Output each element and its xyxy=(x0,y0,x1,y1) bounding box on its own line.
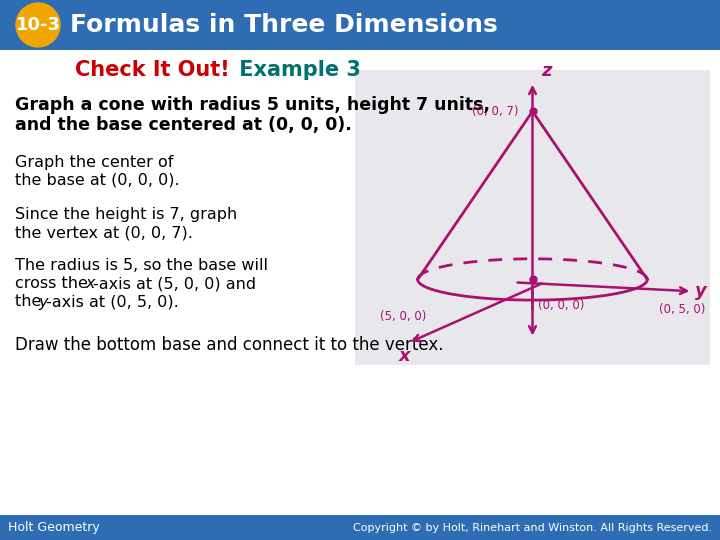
Text: Copyright © by Holt, Rinehart and Winston. All Rights Reserved.: Copyright © by Holt, Rinehart and Winsto… xyxy=(353,523,712,533)
Text: Graph a cone with radius 5 units, height 7 units,: Graph a cone with radius 5 units, height… xyxy=(15,96,490,114)
Text: cross the: cross the xyxy=(15,276,93,292)
Text: Check It Out!: Check It Out! xyxy=(76,60,230,80)
Text: (0, 0, 0): (0, 0, 0) xyxy=(539,299,585,312)
Text: Holt Geometry: Holt Geometry xyxy=(8,522,100,535)
Text: (0, 5, 0): (0, 5, 0) xyxy=(659,303,706,316)
Text: Example 3: Example 3 xyxy=(232,60,361,80)
Text: (0, 0, 7): (0, 0, 7) xyxy=(472,105,518,118)
Text: 10-3: 10-3 xyxy=(16,16,60,34)
Text: the: the xyxy=(15,294,47,309)
FancyBboxPatch shape xyxy=(0,0,720,50)
Circle shape xyxy=(16,3,60,47)
Text: -axis at (5, 0, 0) and: -axis at (5, 0, 0) and xyxy=(93,276,256,292)
Text: Graph the center of: Graph the center of xyxy=(15,154,174,170)
Text: -axis at (0, 5, 0).: -axis at (0, 5, 0). xyxy=(46,294,179,309)
Text: x: x xyxy=(85,276,94,292)
Text: The radius is 5, so the base will: The radius is 5, so the base will xyxy=(15,259,268,273)
Text: z: z xyxy=(541,62,552,80)
Text: the base at (0, 0, 0).: the base at (0, 0, 0). xyxy=(15,172,179,187)
Text: x: x xyxy=(399,347,410,365)
Text: y: y xyxy=(38,294,48,309)
Text: (5, 0, 0): (5, 0, 0) xyxy=(379,310,426,323)
Text: Draw the bottom base and connect it to the vertex.: Draw the bottom base and connect it to t… xyxy=(15,336,444,354)
FancyBboxPatch shape xyxy=(355,70,710,365)
Text: and the base centered at (0, 0, 0).: and the base centered at (0, 0, 0). xyxy=(15,116,352,134)
Text: Since the height is 7, graph: Since the height is 7, graph xyxy=(15,207,238,222)
Text: y: y xyxy=(695,282,706,300)
Text: Formulas in Three Dimensions: Formulas in Three Dimensions xyxy=(70,13,498,37)
Text: the vertex at (0, 0, 7).: the vertex at (0, 0, 7). xyxy=(15,226,193,240)
FancyBboxPatch shape xyxy=(0,515,720,540)
